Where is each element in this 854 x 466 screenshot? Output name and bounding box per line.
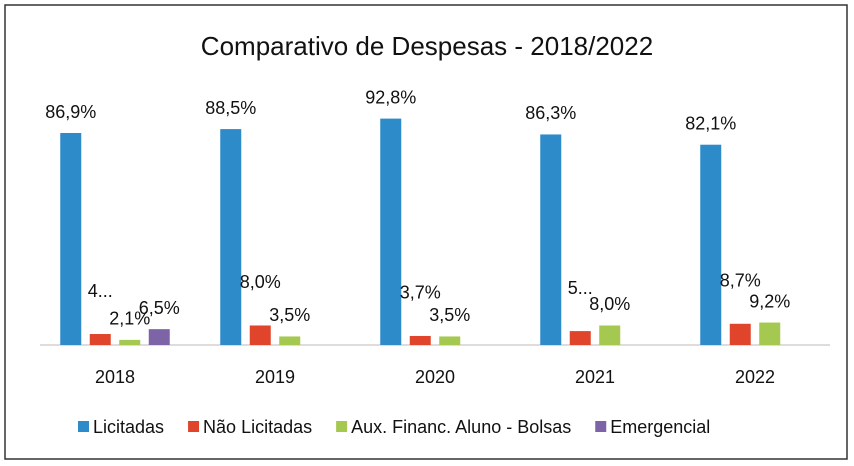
bar [60, 133, 82, 345]
legend-swatch [595, 421, 607, 432]
data-label: 8,0% [240, 272, 281, 292]
bar [759, 322, 781, 345]
x-tick-label: 2020 [415, 367, 455, 387]
bar [569, 331, 591, 345]
legend-label: Emergencial [610, 417, 710, 437]
x-tick-label: 2019 [255, 367, 295, 387]
bar [540, 134, 562, 345]
data-label: 3,5% [269, 305, 310, 325]
bar [220, 129, 242, 345]
data-label: 5... [568, 278, 593, 298]
data-label: 3,7% [400, 283, 441, 303]
bar [89, 334, 111, 345]
x-tick-label: 2021 [575, 367, 615, 387]
bar [439, 336, 461, 345]
data-label: 4... [88, 281, 113, 301]
legend-label: Não Licitadas [203, 417, 312, 437]
data-label: 92,8% [365, 87, 416, 107]
bar [599, 325, 621, 345]
legend-swatch [78, 421, 89, 432]
data-label: 88,5% [205, 98, 256, 118]
x-tick-label: 2022 [735, 367, 775, 387]
x-tick-label: 2018 [95, 367, 135, 387]
data-label: 2,1% [109, 309, 150, 329]
bar [119, 339, 141, 345]
bar [279, 336, 301, 345]
data-label: 6,5% [139, 298, 180, 318]
legend-swatch [188, 421, 200, 432]
data-label: 3,5% [429, 305, 470, 325]
data-label: 86,9% [45, 102, 96, 122]
legend-label: Licitadas [93, 417, 164, 437]
chart-title: Comparativo de Despesas - 2018/2022 [201, 31, 653, 61]
data-label: 86,3% [525, 103, 576, 123]
bar [380, 118, 402, 345]
bar [249, 325, 271, 345]
legend-label: Aux. Financ. Aluno - Bolsas [351, 417, 571, 437]
legend-swatch [336, 421, 348, 432]
data-label: 9,2% [749, 291, 790, 311]
bar [148, 329, 170, 345]
bar [409, 335, 431, 345]
data-label: 8,7% [720, 271, 761, 291]
data-label: 8,0% [589, 294, 630, 314]
bar [700, 144, 722, 345]
bar [729, 323, 751, 345]
data-label: 82,1% [685, 113, 736, 133]
